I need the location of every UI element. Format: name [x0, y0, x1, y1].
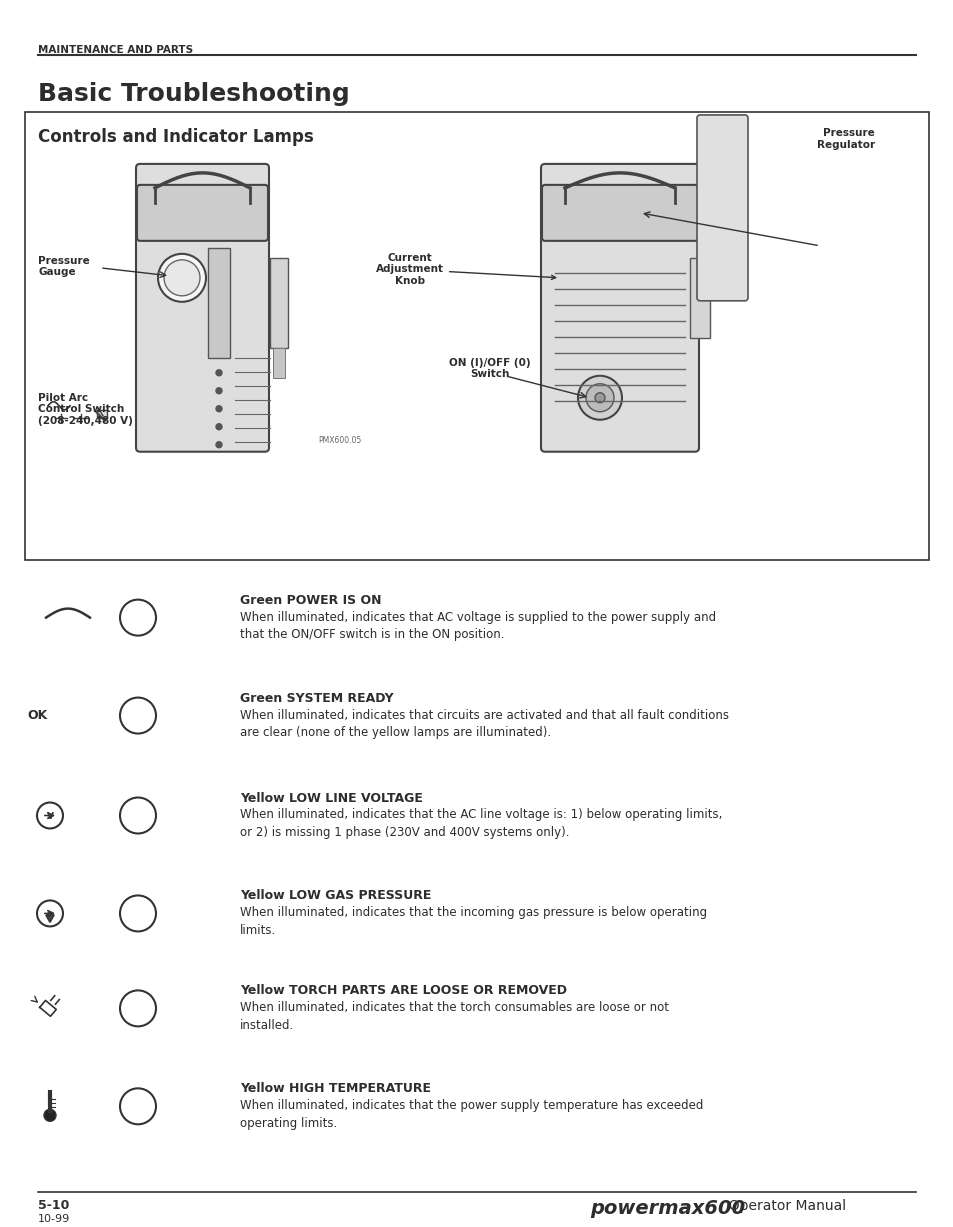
- FancyBboxPatch shape: [97, 410, 107, 417]
- Circle shape: [215, 388, 222, 394]
- Circle shape: [215, 423, 222, 429]
- FancyBboxPatch shape: [689, 258, 709, 337]
- Text: When illuminated, indicates that the incoming gas pressure is below operating
li: When illuminated, indicates that the inc…: [240, 907, 706, 937]
- Circle shape: [164, 260, 200, 296]
- FancyBboxPatch shape: [25, 112, 928, 560]
- Circle shape: [37, 901, 63, 926]
- Text: Pressure
Gauge: Pressure Gauge: [38, 256, 90, 277]
- Circle shape: [120, 798, 156, 833]
- FancyBboxPatch shape: [273, 347, 285, 378]
- Polygon shape: [46, 912, 54, 923]
- Text: OK: OK: [28, 709, 48, 721]
- Text: Green SYSTEM READY: Green SYSTEM READY: [240, 692, 394, 704]
- Text: Operator Manual: Operator Manual: [720, 1199, 845, 1214]
- Text: 5-10: 5-10: [38, 1199, 70, 1212]
- Circle shape: [120, 698, 156, 734]
- Circle shape: [120, 1088, 156, 1124]
- Text: powermax600: powermax600: [589, 1199, 744, 1218]
- FancyBboxPatch shape: [540, 164, 699, 452]
- Text: When illuminated, indicates that the power supply temperature has exceeded
opera: When illuminated, indicates that the pow…: [240, 1099, 702, 1130]
- Circle shape: [120, 600, 156, 636]
- Text: Yellow HIGH TEMPERATURE: Yellow HIGH TEMPERATURE: [240, 1082, 431, 1096]
- Circle shape: [120, 896, 156, 931]
- Circle shape: [120, 990, 156, 1026]
- Text: Yellow LOW GAS PRESSURE: Yellow LOW GAS PRESSURE: [240, 890, 431, 902]
- FancyBboxPatch shape: [697, 115, 747, 301]
- FancyBboxPatch shape: [137, 185, 268, 240]
- Circle shape: [215, 442, 222, 448]
- Text: ON (I)/OFF (0)
Switch: ON (I)/OFF (0) Switch: [449, 358, 530, 379]
- Text: PMX600.05: PMX600.05: [317, 436, 361, 444]
- Circle shape: [595, 393, 604, 402]
- FancyBboxPatch shape: [208, 248, 230, 358]
- Text: When illuminated, indicates that circuits are activated and that all fault condi: When illuminated, indicates that circuit…: [240, 708, 728, 739]
- Circle shape: [44, 1109, 56, 1121]
- Circle shape: [215, 406, 222, 412]
- Circle shape: [585, 384, 614, 412]
- Text: When illuminated, indicates that the torch consumables are loose or not
installe: When illuminated, indicates that the tor…: [240, 1001, 668, 1032]
- Text: Green POWER IS ON: Green POWER IS ON: [240, 594, 381, 606]
- Text: Current
Adjustment
Knob: Current Adjustment Knob: [375, 253, 555, 286]
- Text: Controls and Indicator Lamps: Controls and Indicator Lamps: [38, 128, 314, 146]
- Circle shape: [158, 254, 206, 302]
- Text: Yellow LOW LINE VOLTAGE: Yellow LOW LINE VOLTAGE: [240, 791, 422, 805]
- Text: When illuminated, indicates that AC voltage is supplied to the power supply and
: When illuminated, indicates that AC volt…: [240, 611, 716, 642]
- FancyBboxPatch shape: [541, 185, 698, 240]
- Text: V: V: [47, 812, 53, 821]
- Text: Pressure
Regulator: Pressure Regulator: [816, 128, 874, 150]
- Text: 10-99: 10-99: [38, 1215, 71, 1225]
- Circle shape: [37, 802, 63, 828]
- FancyBboxPatch shape: [270, 258, 288, 347]
- Circle shape: [578, 375, 621, 420]
- Text: When illuminated, indicates that the AC line voltage is: 1) below operating limi: When illuminated, indicates that the AC …: [240, 809, 721, 839]
- Text: Pilot Arc
Control Switch
(208-240,480 V): Pilot Arc Control Switch (208-240,480 V): [38, 393, 132, 426]
- Text: MAINTENANCE AND PARTS: MAINTENANCE AND PARTS: [38, 45, 193, 55]
- Text: Basic Troubleshooting: Basic Troubleshooting: [38, 82, 350, 106]
- FancyBboxPatch shape: [136, 164, 269, 452]
- Circle shape: [215, 369, 222, 375]
- Text: Yellow TORCH PARTS ARE LOOSE OR REMOVED: Yellow TORCH PARTS ARE LOOSE OR REMOVED: [240, 984, 566, 998]
